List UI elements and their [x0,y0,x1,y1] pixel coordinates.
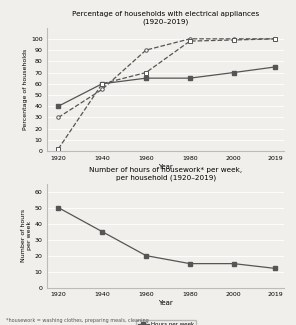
Title: Percentage of households with electrical appliances
(1920–2019): Percentage of households with electrical… [72,11,259,25]
Title: Number of hours of housework* per week,
per household (1920–2019): Number of hours of housework* per week, … [89,167,242,181]
X-axis label: Year: Year [158,164,173,170]
X-axis label: Year: Year [158,300,173,306]
Text: *housework = washing clothes, preparing meals, cleaning: *housework = washing clothes, preparing … [6,318,149,323]
Legend: Washing machine, Refrigerator, Vacuum cleaner: Washing machine, Refrigerator, Vacuum cl… [48,186,222,195]
Legend: Hours per week: Hours per week [136,319,196,325]
Y-axis label: Number of hours
per week: Number of hours per week [21,209,32,262]
Y-axis label: Percentage of households: Percentage of households [23,49,28,130]
